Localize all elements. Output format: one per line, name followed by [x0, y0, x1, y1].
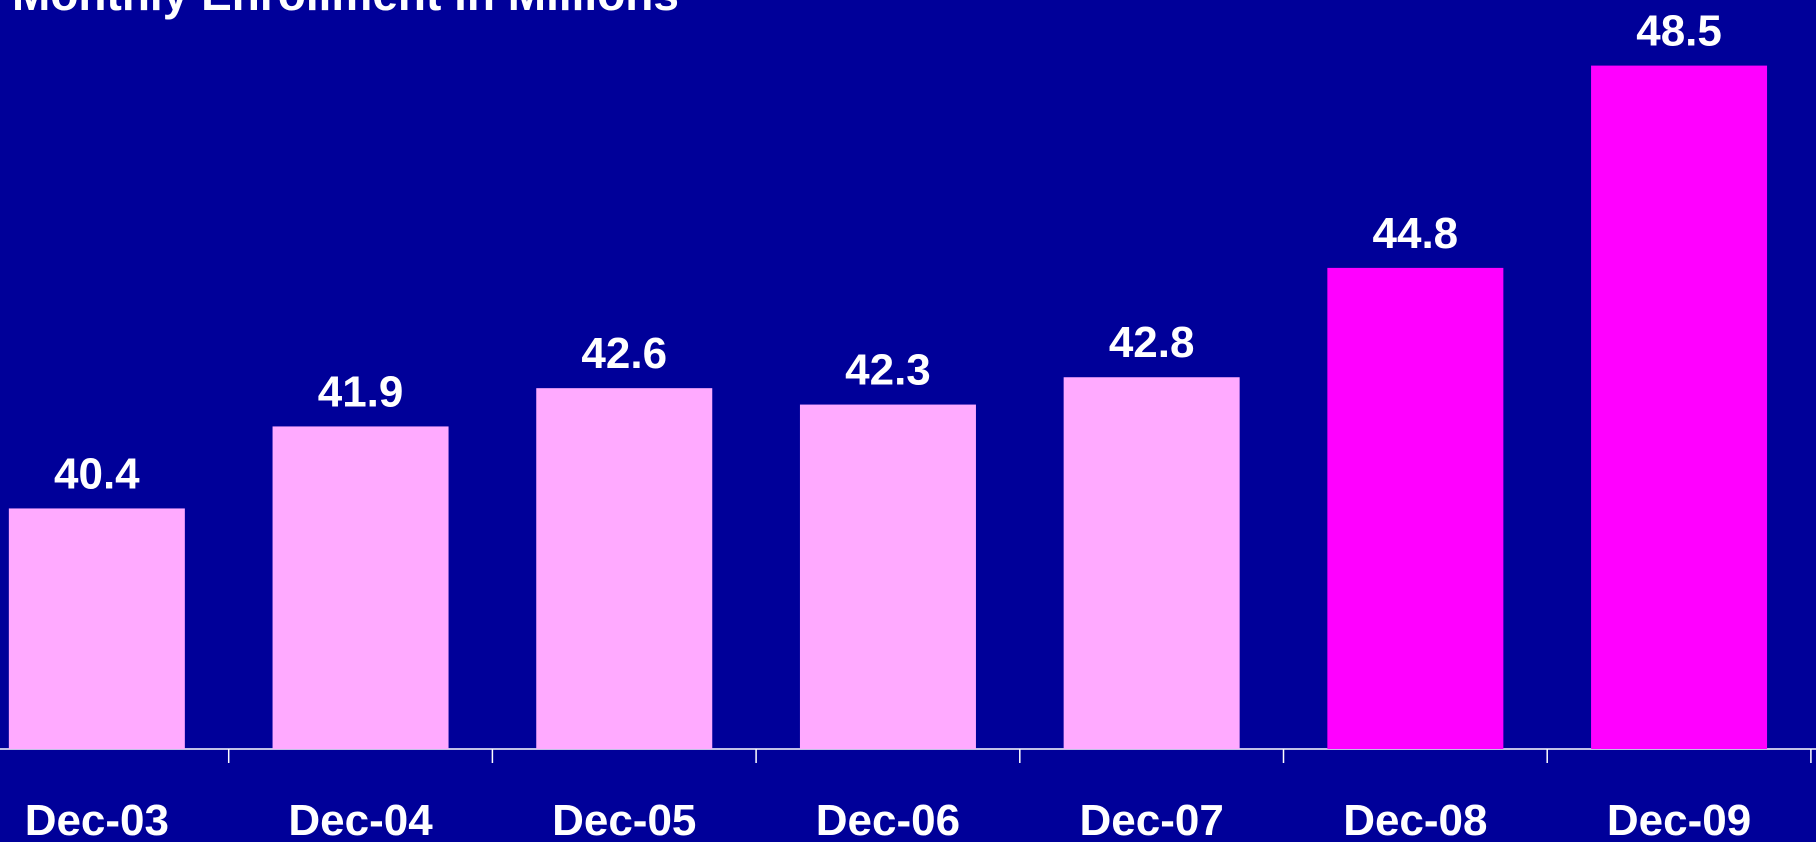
value-label: 44.8	[1373, 209, 1459, 258]
bar	[1327, 267, 1504, 749]
x-tick-label: Dec-03	[25, 796, 169, 842]
chart-title: Monthly Enrollment in Millions	[12, 0, 679, 20]
bar	[8, 508, 185, 749]
bar	[272, 426, 449, 749]
value-label: 40.4	[54, 449, 140, 498]
x-tick-label: Dec-06	[816, 796, 960, 842]
bar	[1063, 377, 1240, 749]
value-label: 42.6	[581, 329, 667, 378]
x-tick-label: Dec-05	[552, 796, 696, 842]
x-tick-label: Dec-08	[1343, 796, 1487, 842]
value-label: 48.5	[1636, 7, 1722, 56]
x-tick-label: Dec-07	[1079, 796, 1223, 842]
bar	[536, 388, 713, 749]
bar	[1591, 65, 1768, 750]
value-label: 42.8	[1109, 318, 1195, 367]
x-tick-label: Dec-04	[288, 796, 433, 842]
value-label: 42.3	[845, 346, 931, 395]
bar	[799, 404, 976, 749]
value-label: 41.9	[318, 367, 404, 416]
x-tick-label: Dec-09	[1607, 796, 1751, 842]
